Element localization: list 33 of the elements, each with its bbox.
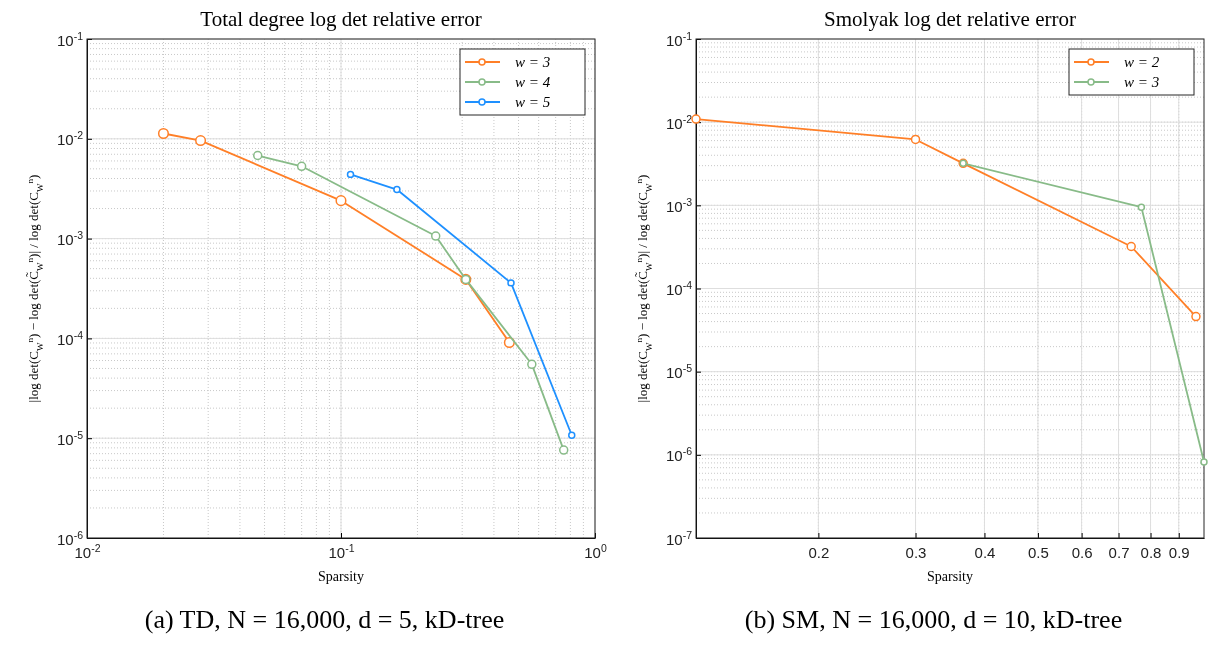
x-tick-label: 0.2 bbox=[808, 543, 830, 561]
y-tick-label: 10$^{-6}$ bbox=[665, 445, 693, 465]
x-tick-label: 0.9 bbox=[1168, 543, 1190, 561]
legend-label: w = 4 bbox=[515, 74, 551, 90]
x-tick-label: 0.5 bbox=[1028, 543, 1049, 561]
text: (b) SM, N = 16,000, d = 10, kD-tree bbox=[744, 605, 1123, 634]
x-axis-title: Sparsity bbox=[927, 569, 973, 584]
y-tick-label: 10$^{-7}$ bbox=[665, 528, 693, 548]
legend-label: w = 3 bbox=[1124, 74, 1160, 90]
legend-label: w = 2 bbox=[1124, 54, 1160, 70]
y-tick-label: 10$^{-2}$ bbox=[56, 129, 84, 149]
text: (a) TD, N = 16,000, d = 5, kD-tree bbox=[144, 605, 505, 634]
chart-title: Total degree log det relative error bbox=[200, 7, 482, 31]
x-tick-label: 0.8 bbox=[1140, 543, 1162, 561]
x-tick-label: 0.3 bbox=[905, 543, 927, 561]
y-tick-label: 10$^{-3}$ bbox=[56, 229, 84, 249]
legend-label: w = 3 bbox=[515, 54, 551, 70]
x-tick-label: 10$^{-1}$ bbox=[328, 541, 355, 561]
chart-title: Smolyak log det relative error bbox=[824, 7, 1076, 31]
x-tick-label: 10$^{0}$ bbox=[584, 541, 607, 561]
x-tick-label: 0.6 bbox=[1071, 543, 1093, 561]
y-tick-label: 10$^{-4}$ bbox=[56, 328, 84, 348]
legend-label: w = 5 bbox=[515, 94, 551, 110]
y-tick-label: 10$^{-2}$ bbox=[665, 112, 693, 132]
y-tick-label: 10$^{-1}$ bbox=[56, 29, 84, 49]
x-tick-label: 0.4 bbox=[974, 543, 996, 561]
y-tick-label: 10$^{-3}$ bbox=[665, 195, 693, 215]
y-tick-label: 10$^{-5}$ bbox=[56, 428, 84, 448]
x-tick-label: 0.7 bbox=[1108, 543, 1130, 561]
y-tick-label: 10$^{-4}$ bbox=[665, 279, 693, 298]
x-axis-title: Sparsity bbox=[318, 569, 364, 584]
y-tick-label: 10$^{-1}$ bbox=[665, 29, 693, 49]
y-tick-label: 10$^{-5}$ bbox=[665, 362, 693, 382]
